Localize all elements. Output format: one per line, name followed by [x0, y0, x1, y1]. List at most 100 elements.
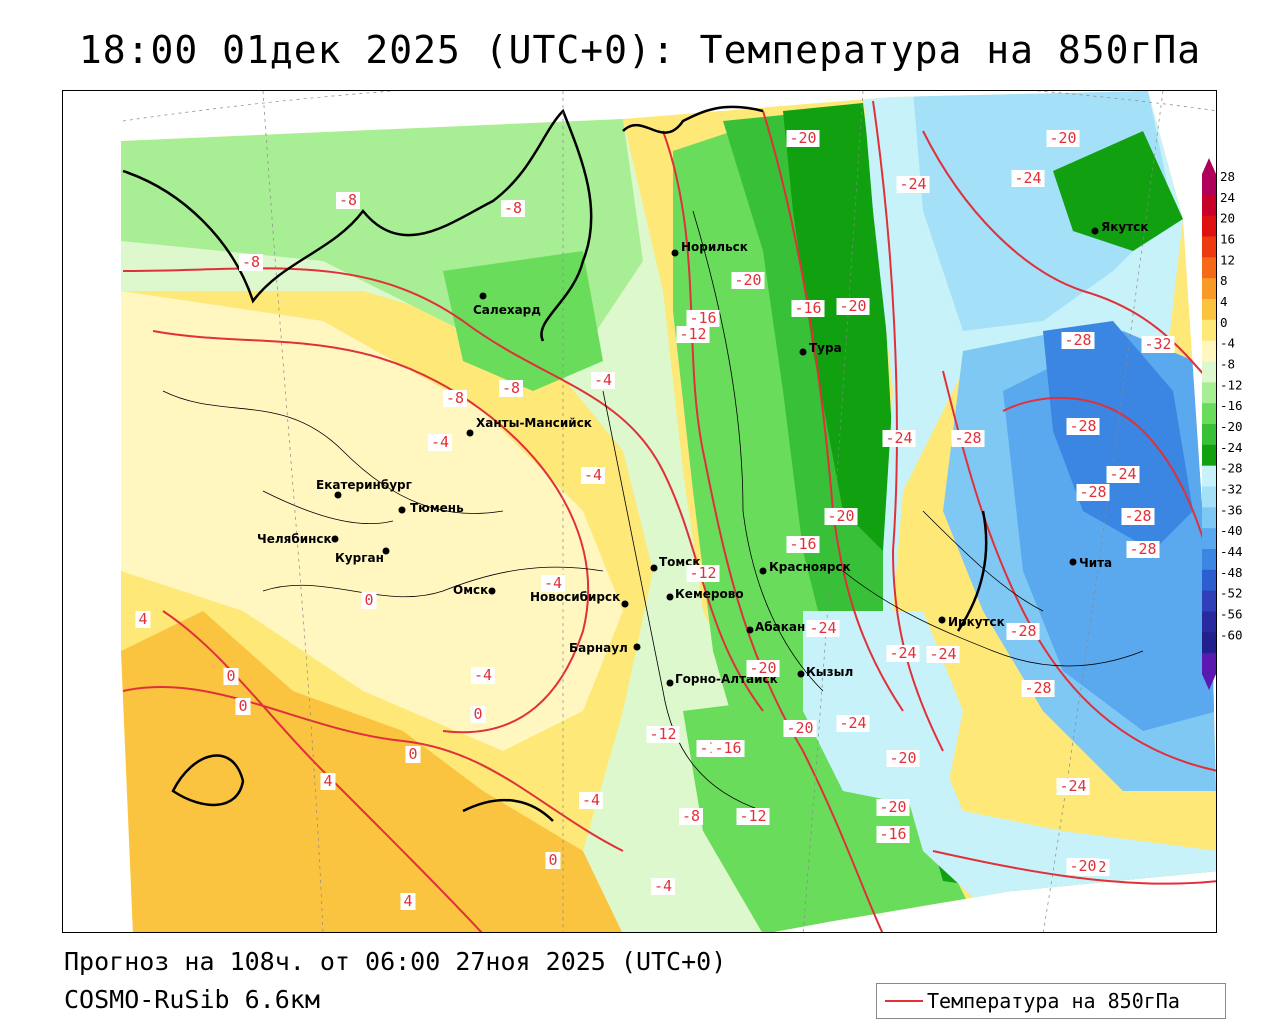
isotherm-label-bg	[886, 750, 920, 767]
isotherm-label-bg	[361, 592, 377, 609]
isotherm-value-label: -24	[809, 619, 836, 637]
graticule	[122, 91, 1216, 932]
scale-tick-label: 12	[1220, 252, 1235, 267]
isotherm-value-label: -24	[839, 714, 866, 732]
isotherm-label-bg	[896, 176, 930, 193]
isotherm-value-label: -4	[431, 433, 449, 451]
scale-swatch	[1202, 590, 1216, 612]
city-label: Омск	[453, 583, 488, 597]
isotherm-value-label: -4	[582, 791, 600, 809]
isotherm-label-bg	[886, 645, 920, 662]
isotherm-value-label: -4	[544, 574, 562, 592]
model-name: COSMO-RuSib 6.6км	[64, 985, 320, 1014]
city-label: Барнаул	[569, 641, 628, 655]
temperature-map: Норильск Салехард Тура Ханты-Мансийск Як…	[62, 90, 1217, 933]
isotherm-value-label: -20	[839, 297, 866, 315]
scale-swatch	[1202, 528, 1216, 550]
isotherm-value-label: -8	[682, 807, 700, 825]
scale-swatch	[1202, 611, 1216, 633]
scale-swatch	[1202, 382, 1216, 404]
scale-tick-label: 4	[1220, 294, 1228, 309]
isotherm-value-label: -16	[689, 309, 716, 327]
isotherm-label-bg	[591, 372, 615, 389]
scale-tick-label: 20	[1220, 211, 1235, 226]
isotherm-value-label: 0	[364, 591, 373, 609]
scale-swatch	[1202, 236, 1216, 258]
scale-tick-label: -52	[1220, 586, 1243, 601]
isotherm-label-bg	[686, 310, 720, 327]
isotherm-label-bg	[443, 390, 467, 407]
isotherm-value-label: -4	[594, 371, 612, 389]
scale-tick-label: -8	[1220, 357, 1235, 372]
map-legend: Температура на 850гПа	[876, 983, 1226, 1019]
isotherm-label-bg	[1066, 858, 1100, 875]
isotherm-value-label: -24	[1109, 465, 1136, 483]
isotherm-value-label: -12	[689, 564, 716, 582]
isotherm-value-label: -20	[749, 659, 776, 677]
city-label: Якутск	[1101, 220, 1148, 234]
isotherm-label-bg	[471, 667, 495, 684]
isotherm-label-bg	[651, 878, 675, 895]
isotherm-value-label: -28	[1079, 483, 1106, 501]
isotherm-label-bg	[336, 192, 360, 209]
scale-tick-label: 0	[1220, 315, 1228, 330]
isotherm-label-bg	[836, 298, 870, 315]
isotherm-label-bg	[1006, 623, 1040, 640]
isotherm-value-label: -20	[879, 798, 906, 816]
isotherm-value-label: -24	[885, 429, 912, 447]
isotherm-value-label: 0	[238, 697, 247, 715]
city-label: Кемерово	[675, 587, 744, 601]
isotherm-value-label: -28	[1009, 622, 1036, 640]
scale-tick-label: -36	[1220, 502, 1243, 517]
scale-swatch	[1202, 194, 1216, 217]
isotherm-label-bg	[882, 430, 916, 447]
isotherm-value-label: -20	[786, 719, 813, 737]
city-label: Новосибирск	[530, 590, 620, 604]
isotherm-value-label: 0	[548, 851, 557, 869]
city-label: Тура	[809, 341, 842, 355]
city-markers: Норильск Салехард Тура Ханты-Мансийск Як…	[257, 220, 1148, 687]
scale-tick-label: 8	[1220, 273, 1228, 288]
map-canvas: Норильск Салехард Тура Ханты-Мансийск Як…	[121, 91, 1216, 932]
isotherm-value-label: -16	[714, 739, 741, 757]
isotherm-lines	[122, 100, 1216, 932]
city-label: Салехард	[473, 303, 541, 317]
isotherm-label-bg	[686, 565, 720, 582]
temperature-field	[121, 91, 1216, 932]
isotherm-label-bg	[679, 808, 703, 825]
isotherm-value-label: -4	[584, 466, 602, 484]
isotherm-value-label: -20	[734, 271, 761, 289]
isotherm-label-bg	[926, 646, 960, 663]
scale-tick-label: -24	[1220, 440, 1243, 455]
isotherm-label-bg	[1126, 541, 1160, 558]
isotherm-label-bg	[836, 715, 870, 732]
isotherm-value-label: -28	[1069, 417, 1096, 435]
isotherm-label-bg	[1011, 170, 1045, 187]
color-scale: 28 24 20 16 12 8 4 0 -4 -8 -12 -16 -20 -24 -28 -32 -36 -4…	[1202, 158, 1243, 690]
scale-swatch	[1202, 278, 1216, 300]
isotherm-label-bg	[1066, 418, 1100, 435]
scale-swatch	[1202, 299, 1216, 321]
isotherm-label-bg	[470, 706, 486, 723]
scale-swatch	[1202, 174, 1216, 196]
coastline	[122, 105, 988, 822]
isotherm-label-bg	[676, 326, 710, 343]
city-label: Красноярск	[769, 560, 851, 574]
isotherm-value-label: -28	[1064, 331, 1091, 349]
isotherm-value-label: -32	[1144, 335, 1171, 353]
admin-borders	[162, 210, 1144, 812]
scale-tick-label: -12	[1220, 377, 1243, 392]
isotherm-label-bg	[428, 434, 452, 451]
isotherm-value-label: -24	[929, 645, 956, 663]
isotherm-label-bg	[239, 254, 263, 271]
legend-line-swatch	[885, 1000, 923, 1002]
isotherm-label-bg	[223, 668, 239, 685]
isotherm-value-label: -8	[504, 199, 522, 217]
scale-swatch	[1202, 653, 1216, 675]
scale-tick-label: -28	[1220, 461, 1243, 476]
scale-tick-label: 16	[1220, 232, 1235, 247]
isotherm-label-bg	[135, 611, 151, 628]
isotherm-label-bg	[951, 430, 985, 447]
scale-tick-label: -44	[1220, 544, 1243, 559]
isotherm-label-bg	[1056, 778, 1090, 795]
